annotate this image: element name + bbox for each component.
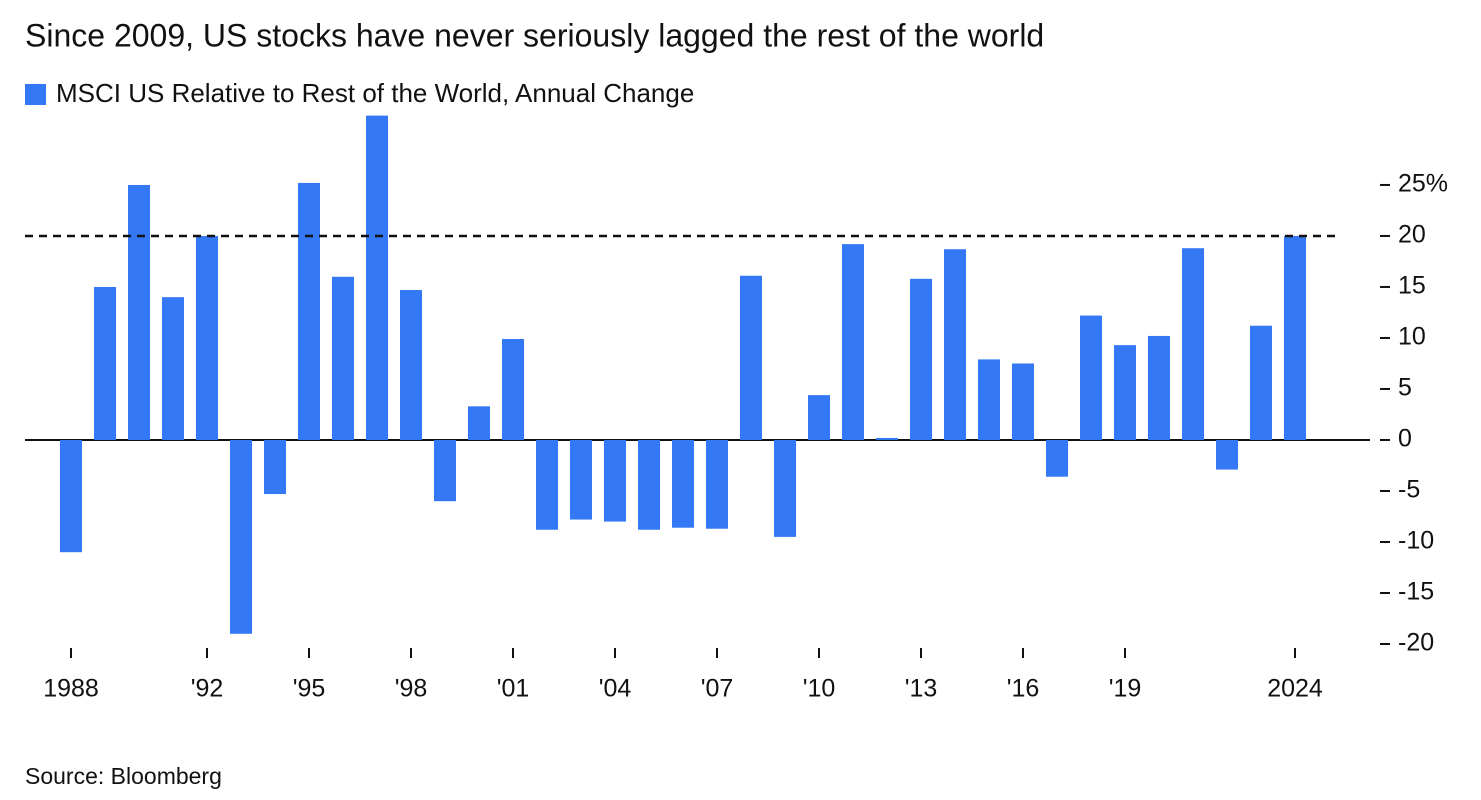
x-tick-label: '98 [395,675,428,703]
x-tick-label: '16 [1007,675,1040,703]
x-tick-label: '10 [803,675,836,703]
x-tick-label: '01 [497,675,530,703]
x-tick-label: '04 [599,675,632,703]
bar [604,439,626,522]
bar [1250,325,1272,440]
bar [400,290,422,440]
bar [264,439,286,495]
bar [876,437,898,440]
bar [808,395,830,440]
bar [570,439,592,520]
bar [332,276,354,440]
bar [638,439,660,530]
legend-label: MSCI US Relative to Rest of the World, A… [56,78,694,108]
x-tick-label: '92 [191,675,224,703]
x-tick-label: '95 [293,675,326,703]
y-tick-label: 15 [1398,272,1426,300]
bar [1080,315,1102,440]
bar [468,406,490,440]
bar [196,235,218,440]
bar [1182,248,1204,440]
chart-title: Since 2009, US stocks have never serious… [25,17,1044,53]
y-tick-label: 0 [1398,425,1412,453]
bar [1114,345,1136,440]
y-tick-label: -10 [1398,527,1434,555]
bar [842,244,864,440]
bar [774,439,796,537]
bar [1012,363,1034,440]
x-tick-label: '19 [1109,675,1142,703]
bar [162,297,184,440]
y-tick-label: -15 [1398,578,1434,606]
bar [230,439,252,634]
source: Source: Bloomberg [25,763,222,789]
y-tick-label: 10 [1398,323,1426,351]
bar [502,338,524,440]
y-tick-label: -20 [1398,629,1434,657]
bar [740,275,762,440]
bar [1148,335,1170,440]
y-tick-label: 25% [1398,170,1448,198]
bar [94,286,116,440]
x-tick-label: 1988 [43,675,99,703]
x-tick-label: 2024 [1267,675,1323,703]
y-tick-label: -5 [1398,476,1420,504]
y-tick-label: 20 [1398,221,1426,249]
bar [128,184,150,440]
y-tick-label: 5 [1398,374,1412,402]
bar [910,278,932,440]
bar [434,439,456,502]
bar [672,439,694,528]
bar [1284,235,1306,440]
bar [706,439,728,529]
bar [978,359,1000,440]
x-tick-label: '13 [905,675,938,703]
bar [944,249,966,440]
bar [536,439,558,530]
bar [1046,439,1068,477]
bar [366,115,388,440]
bar [60,439,82,553]
x-tick-label: '07 [701,675,734,703]
bar [298,182,320,440]
legend-swatch [25,84,46,105]
bar [1216,439,1238,470]
